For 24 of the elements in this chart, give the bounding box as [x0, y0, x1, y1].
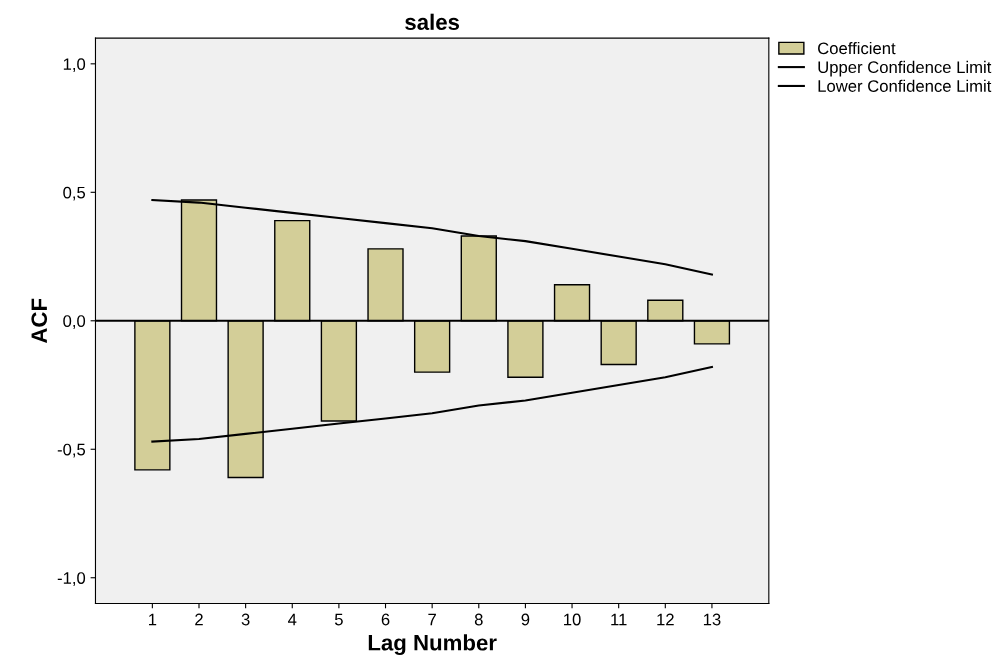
x-tick-label: 2 [195, 613, 203, 626]
legend-label: Lower Confidence Limit [818, 79, 992, 92]
x-tick-label: 10 [564, 613, 581, 626]
y-tick-label: 0,0 [63, 315, 86, 329]
x-tick-label: 3 [241, 613, 250, 626]
x-tick-label: 6 [381, 613, 390, 626]
chart-title: sales [405, 13, 460, 31]
y-tick-label: 0,5 [63, 186, 86, 201]
x-axis-title: Lag Number [368, 634, 497, 656]
x-tick-label: 11 [611, 613, 627, 626]
x-tick-label: 9 [521, 613, 530, 626]
x-tick-label: 4 [288, 613, 297, 626]
legend-label: Upper Confidence Limit [818, 60, 992, 77]
x-tick-label: 5 [334, 613, 343, 626]
y-tick-label: -1,0 [57, 572, 86, 586]
x-tick-label: 1 [149, 613, 157, 626]
x-tick-label: 8 [474, 613, 483, 626]
x-tick-label: 13 [703, 613, 721, 626]
x-tick-label: 12 [657, 613, 674, 626]
x-tick-label: 7 [428, 613, 436, 626]
y-tick-label: 1,0 [63, 58, 86, 72]
legend-label: Coefficient [818, 41, 896, 55]
y-tick-label: -0,5 [57, 443, 86, 458]
y-axis-title: ACF [31, 298, 48, 344]
